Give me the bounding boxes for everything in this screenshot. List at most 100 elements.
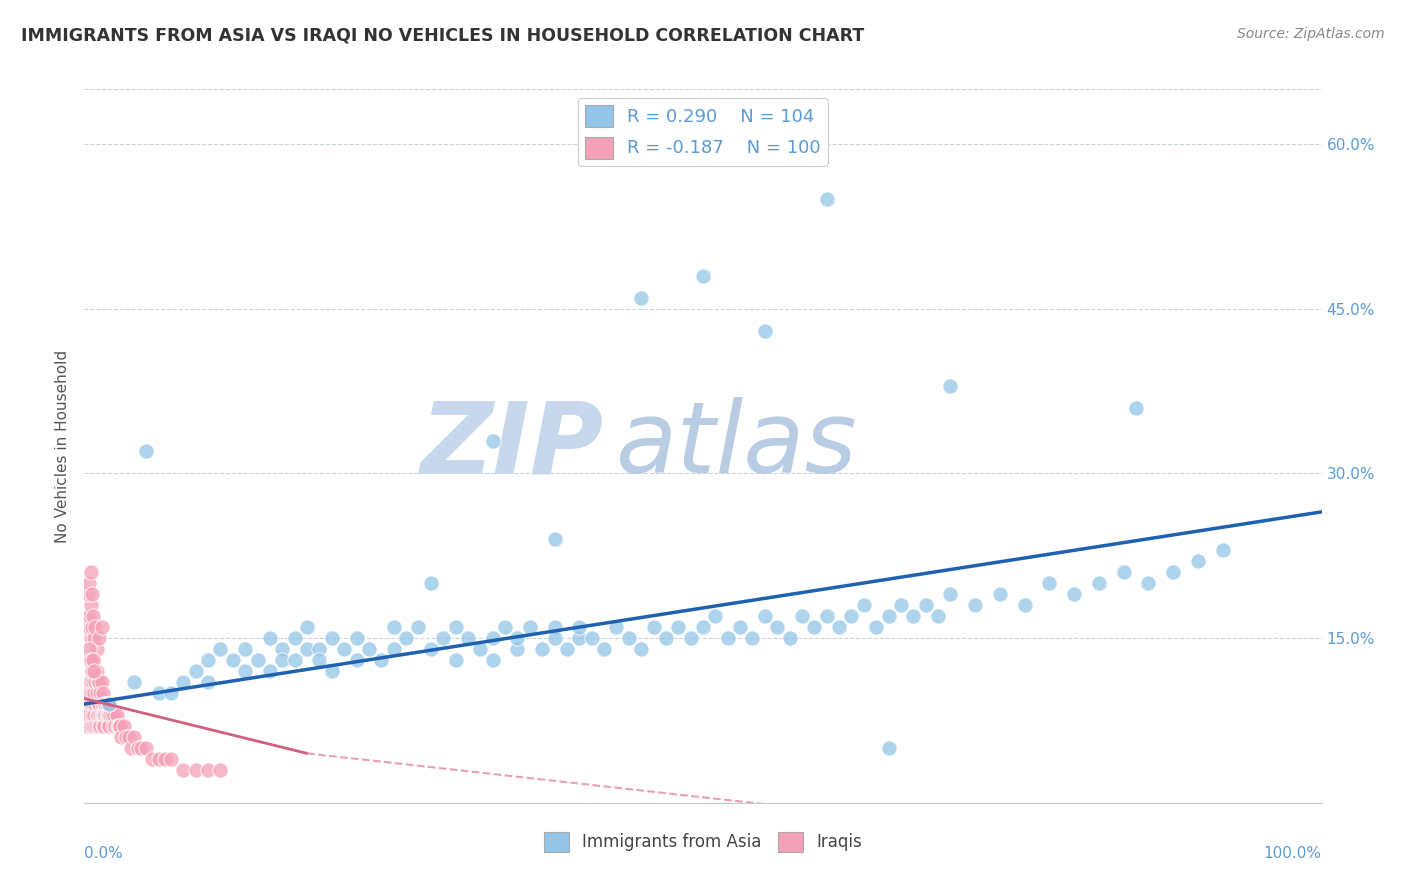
Point — [172, 763, 194, 777]
Point — [197, 763, 219, 777]
Point — [333, 642, 356, 657]
Point — [470, 642, 492, 657]
Point — [86, 686, 108, 700]
Point — [643, 620, 665, 634]
Point — [77, 697, 100, 711]
Point — [172, 675, 194, 690]
Point — [89, 719, 111, 733]
Point — [828, 620, 851, 634]
Point — [295, 642, 318, 657]
Point — [82, 697, 104, 711]
Point — [141, 752, 163, 766]
Point — [568, 631, 591, 645]
Point — [939, 378, 962, 392]
Point — [79, 576, 101, 591]
Point — [82, 719, 104, 733]
Point — [233, 664, 256, 678]
Point — [93, 697, 115, 711]
Point — [1063, 587, 1085, 601]
Point — [129, 740, 152, 755]
Point — [308, 642, 330, 657]
Point — [209, 642, 232, 657]
Point — [408, 620, 430, 634]
Point — [77, 686, 100, 700]
Point — [555, 642, 578, 657]
Point — [160, 686, 183, 700]
Point — [321, 631, 343, 645]
Point — [543, 631, 565, 645]
Point — [107, 719, 129, 733]
Point — [82, 653, 104, 667]
Point — [581, 631, 603, 645]
Point — [82, 653, 104, 667]
Point — [233, 642, 256, 657]
Point — [110, 719, 132, 733]
Point — [246, 653, 269, 667]
Point — [259, 631, 281, 645]
Point — [741, 631, 763, 645]
Point — [519, 620, 541, 634]
Point — [76, 719, 98, 733]
Point — [679, 631, 702, 645]
Text: IMMIGRANTS FROM ASIA VS IRAQI NO VEHICLES IN HOUSEHOLD CORRELATION CHART: IMMIGRANTS FROM ASIA VS IRAQI NO VEHICLE… — [21, 27, 865, 45]
Point — [115, 730, 138, 744]
Point — [284, 631, 307, 645]
Point — [79, 697, 101, 711]
Point — [80, 664, 103, 678]
Point — [284, 653, 307, 667]
Point — [110, 730, 132, 744]
Point — [97, 719, 120, 733]
Point — [90, 708, 112, 723]
Point — [91, 719, 114, 733]
Point — [79, 708, 101, 723]
Point — [87, 697, 110, 711]
Text: 100.0%: 100.0% — [1264, 846, 1322, 861]
Point — [184, 763, 207, 777]
Point — [1212, 543, 1234, 558]
Point — [419, 642, 441, 657]
Point — [135, 740, 157, 755]
Point — [184, 664, 207, 678]
Text: atlas: atlas — [616, 398, 858, 494]
Point — [1161, 566, 1184, 580]
Point — [89, 708, 111, 723]
Point — [97, 708, 120, 723]
Point — [83, 631, 105, 645]
Point — [790, 609, 813, 624]
Point — [79, 598, 101, 612]
Point — [86, 719, 108, 733]
Point — [630, 642, 652, 657]
Point — [370, 653, 392, 667]
Point — [395, 631, 418, 645]
Point — [481, 434, 503, 448]
Point — [98, 697, 121, 711]
Point — [91, 708, 114, 723]
Point — [1014, 598, 1036, 612]
Point — [100, 708, 122, 723]
Point — [79, 675, 101, 690]
Point — [103, 708, 125, 723]
Point — [79, 653, 101, 667]
Point — [80, 620, 103, 634]
Point — [98, 708, 121, 723]
Point — [91, 686, 114, 700]
Point — [98, 697, 121, 711]
Point — [89, 631, 111, 645]
Point — [118, 730, 141, 744]
Point — [617, 631, 640, 645]
Point — [83, 708, 105, 723]
Point — [1088, 576, 1111, 591]
Y-axis label: No Vehicles in Household: No Vehicles in Household — [55, 350, 70, 542]
Point — [79, 566, 101, 580]
Point — [82, 609, 104, 624]
Point — [77, 620, 100, 634]
Point — [89, 719, 111, 733]
Point — [877, 609, 900, 624]
Point — [80, 686, 103, 700]
Point — [568, 620, 591, 634]
Text: 0.0%: 0.0% — [84, 846, 124, 861]
Point — [86, 642, 108, 657]
Point — [914, 598, 936, 612]
Point — [815, 609, 838, 624]
Point — [506, 631, 529, 645]
